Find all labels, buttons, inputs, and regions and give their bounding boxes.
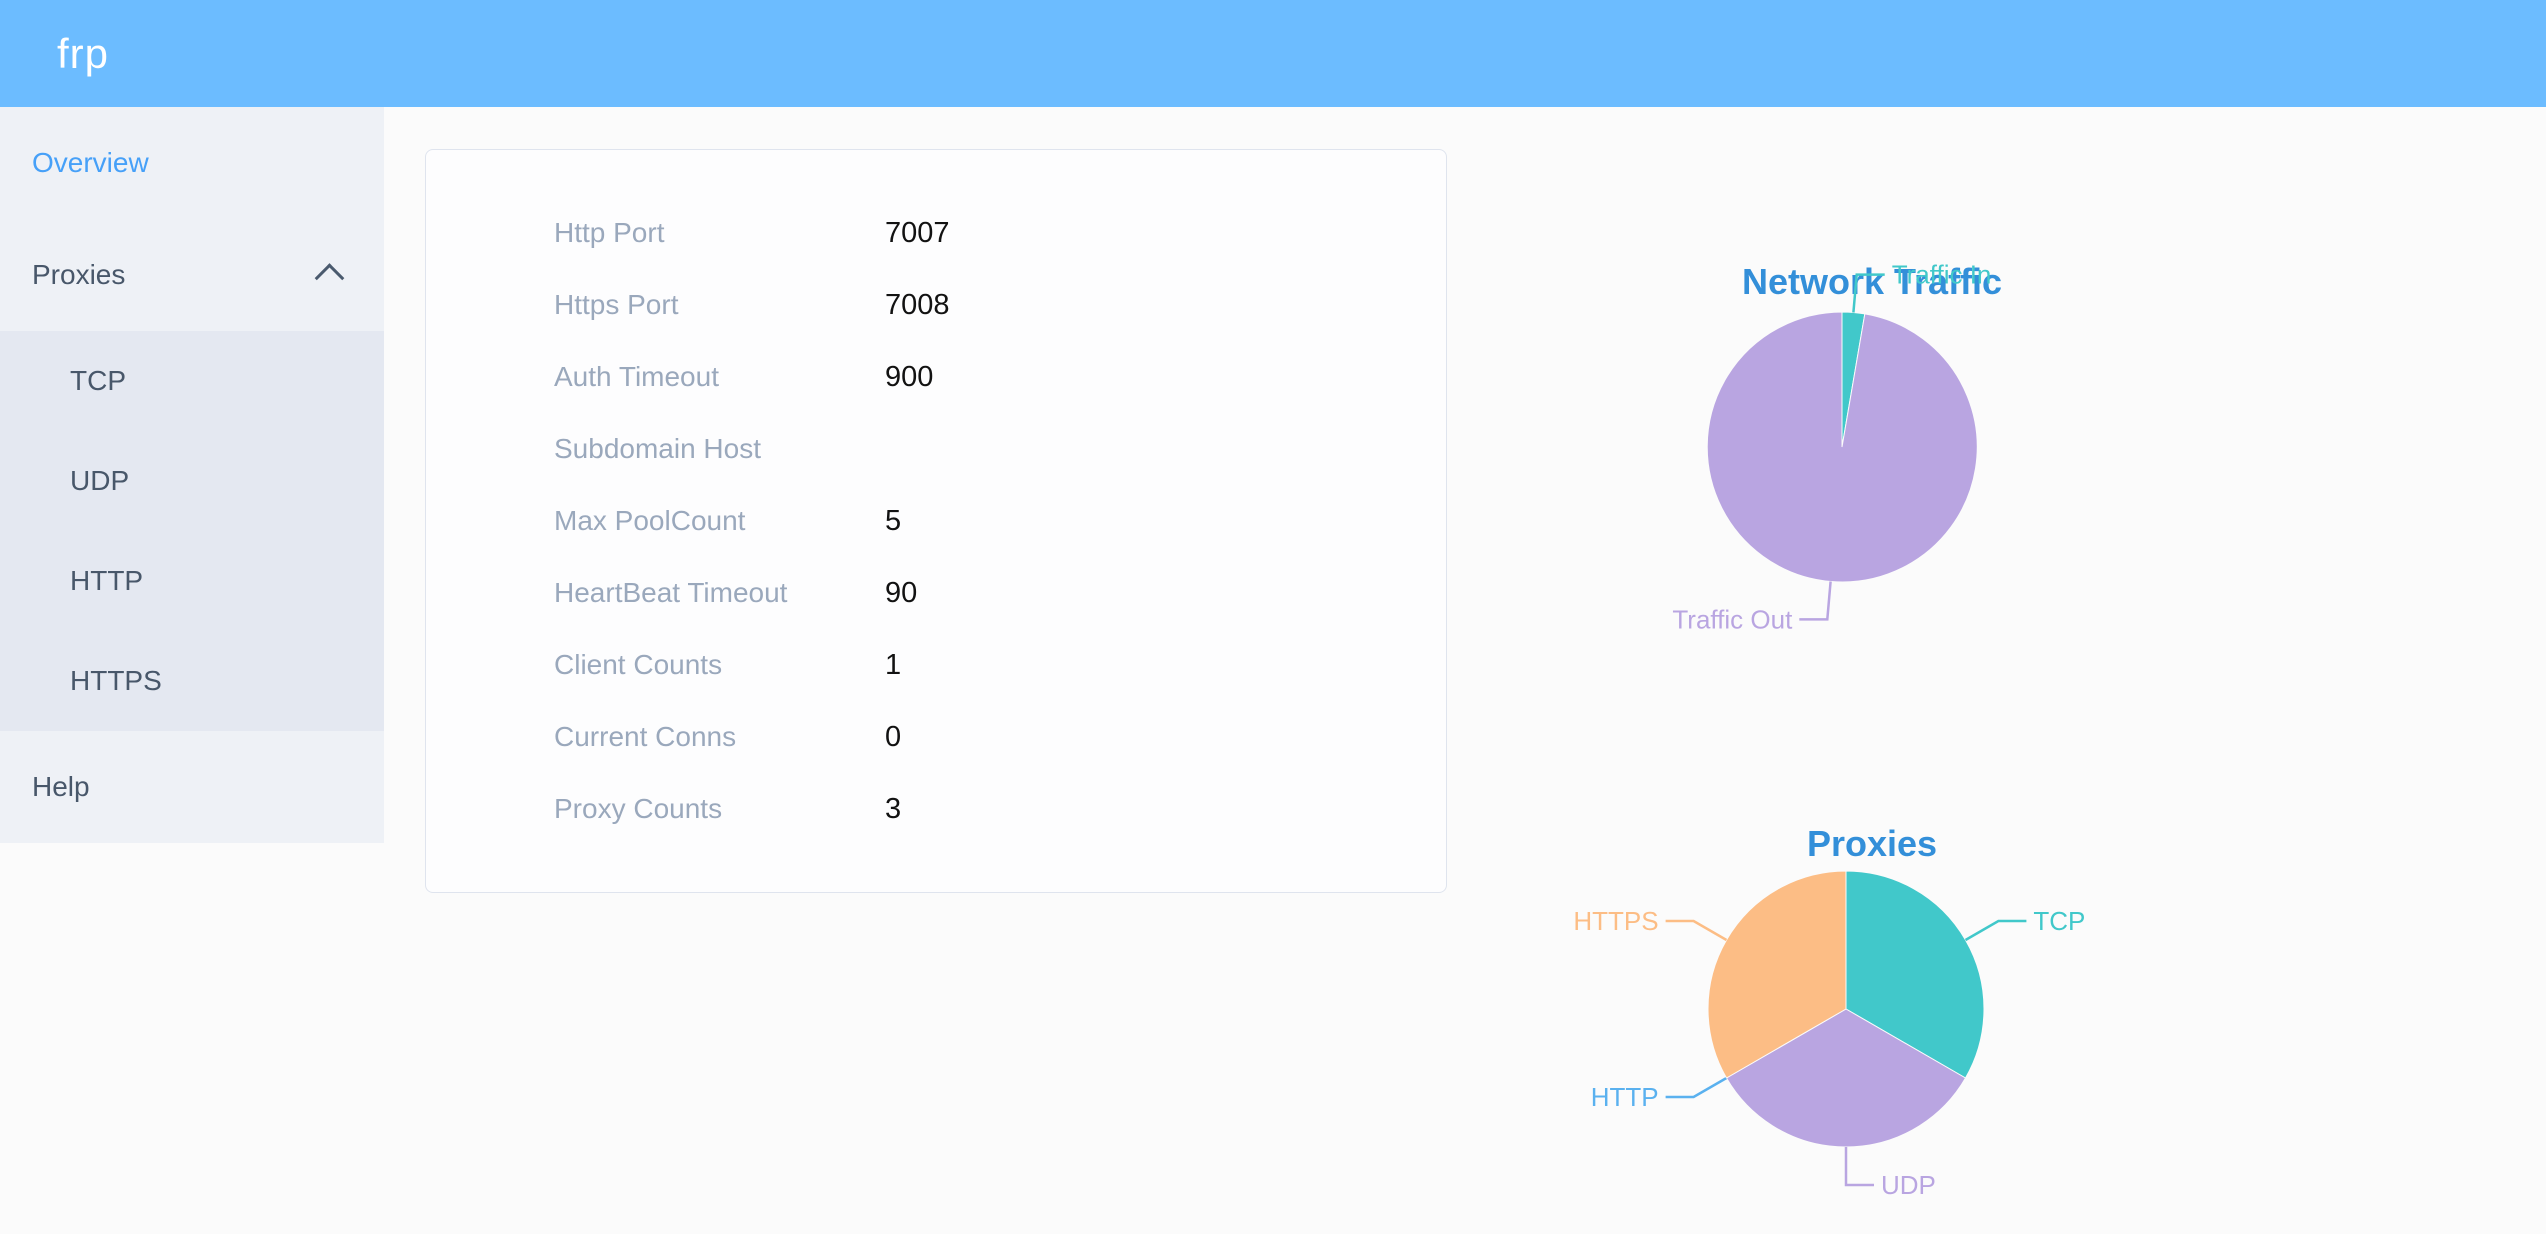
sidebar-item-label: Help <box>32 771 90 802</box>
config-row-proxy-counts: Proxy Counts 3 <box>426 773 1446 845</box>
http-label-line <box>1665 1076 1728 1099</box>
sidebar: Overview Proxies TCP UDP HTTP HTTPS Help <box>0 107 384 843</box>
config-label: Client Counts <box>554 649 723 680</box>
sidebar-item-http[interactable]: HTTP <box>0 531 384 631</box>
tcp-label: TCP <box>2033 906 2085 936</box>
config-row-current-conns: Current Conns 0 <box>426 701 1446 773</box>
app-logo: frp <box>57 30 110 77</box>
config-label: Current Conns <box>554 721 737 752</box>
proxies-pie-chart: TCP UDP HTTP HTTPS <box>1573 870 2085 1200</box>
https-label: HTTPS <box>1573 906 1658 936</box>
config-label: HeartBeat Timeout <box>554 577 788 608</box>
chevron-up-icon <box>314 263 345 293</box>
network-traffic-pie-chart: Traffic In Traffic Out <box>1672 260 1992 635</box>
proxies-title: Proxies <box>1806 823 1938 864</box>
traffic-out-slice[interactable] <box>1706 311 1978 583</box>
sidebar-item-proxies[interactable]: Proxies <box>0 219 384 331</box>
config-label: Http Port <box>554 217 665 248</box>
app-header: frp <box>0 0 2546 107</box>
sidebar-item-udp[interactable]: UDP <box>0 431 384 531</box>
sidebar-item-label: Proxies <box>32 259 126 290</box>
server-info-card: Http Port 7007 Https Port 7008 Auth Timeout 9… <box>425 149 1447 893</box>
config-label: Https Port <box>554 289 679 320</box>
config-row-client-counts: Client Counts 1 <box>426 629 1446 701</box>
config-label: Max PoolCount <box>554 505 746 536</box>
config-row-max-poolcount: Max PoolCount 5 <box>426 485 1446 557</box>
sidebar-item-help[interactable]: Help <box>0 731 384 843</box>
config-value: 7008 <box>885 289 950 321</box>
sidebar-item-label: HTTPS <box>70 665 162 696</box>
udp-label: UDP <box>1881 1170 1936 1200</box>
tcp-slice[interactable] <box>1845 870 1985 1079</box>
config-label: Proxy Counts <box>554 793 723 824</box>
udp-label-line <box>1844 1147 1874 1187</box>
config-value: 1 <box>885 649 902 681</box>
config-value: 0 <box>885 721 902 753</box>
config-value: 7007 <box>885 217 950 249</box>
sidebar-item-label: Overview <box>32 147 149 178</box>
udp-slice[interactable] <box>1725 1008 1967 1148</box>
config-row-http-port: Http Port 7007 <box>426 197 1446 269</box>
sidebar-item-tcp[interactable]: TCP <box>0 331 384 431</box>
traffic-in-label: Traffic In <box>1892 260 1992 290</box>
network-traffic-title: Network Traffic <box>1741 261 2003 302</box>
traffic-in-label-line <box>1852 273 1885 313</box>
config-value: 5 <box>885 505 902 537</box>
config-value: 3 <box>885 793 902 825</box>
config-row-auth-timeout: Auth Timeout 900 <box>426 341 1446 413</box>
config-row-subdomain-host: Subdomain Host <box>426 413 1446 485</box>
https-label-line <box>1665 919 1728 942</box>
chart-area: Network Traffic today Traffic InTraffic … <box>1492 107 2252 1234</box>
proxies-submenu: TCP UDP HTTP HTTPS <box>0 331 384 731</box>
sidebar-item-label: UDP <box>70 465 130 496</box>
config-row-https-port: Https Port 7008 <box>426 269 1446 341</box>
config-value: 90 <box>885 577 918 609</box>
config-row-heartbeat-timeout: HeartBeat Timeout 90 <box>426 557 1446 629</box>
traffic-out-label-line <box>1799 581 1832 621</box>
traffic-out-label: Traffic Out <box>1672 604 1793 634</box>
sidebar-item-https[interactable]: HTTPS <box>0 631 384 731</box>
config-label: Subdomain Host <box>554 433 762 464</box>
sidebar-item-label: TCP <box>70 365 126 396</box>
sidebar-item-label: HTTP <box>70 565 144 596</box>
sidebar-item-overview[interactable]: Overview <box>0 107 384 219</box>
http-label: HTTP <box>1591 1082 1659 1112</box>
config-label: Auth Timeout <box>554 361 719 392</box>
tcp-label-line <box>1964 919 2027 942</box>
config-value: 900 <box>885 361 934 393</box>
